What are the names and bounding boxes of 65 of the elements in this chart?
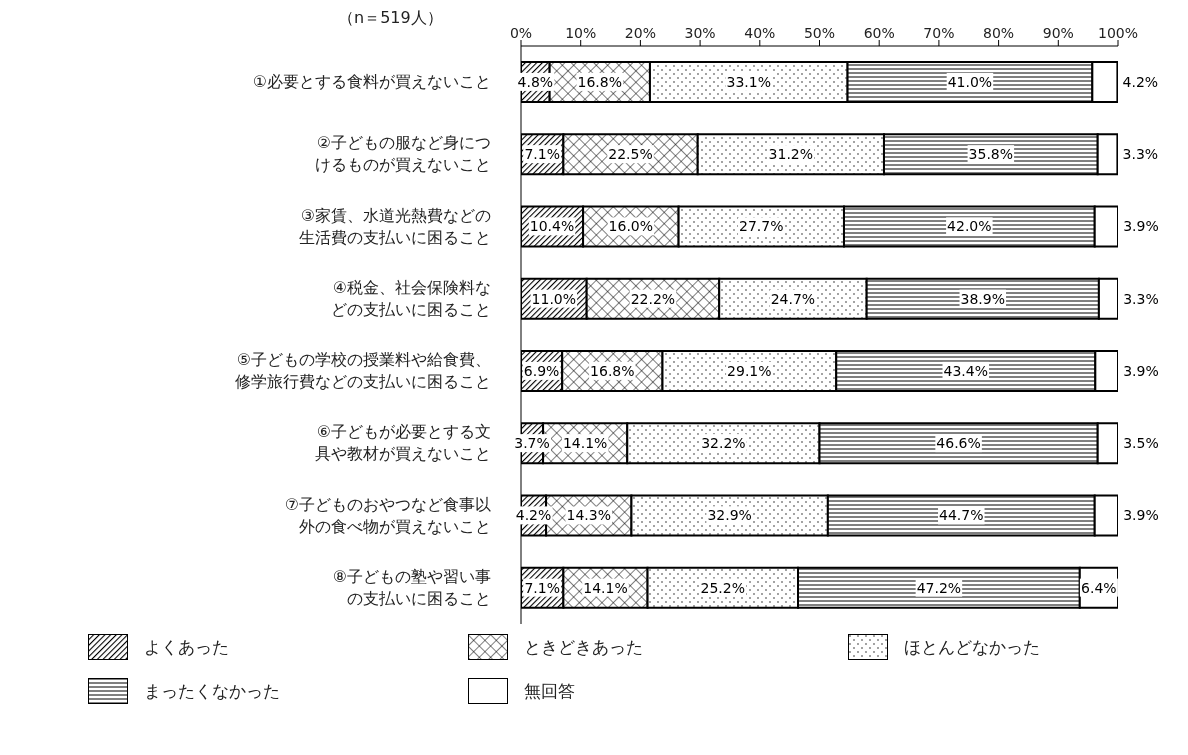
x-tick-label: 60% — [863, 25, 895, 41]
data-label: 10.4% — [529, 218, 575, 235]
data-label: 11.0% — [531, 290, 577, 307]
data-label: 47.2% — [916, 579, 962, 596]
data-label: 7.1% — [524, 579, 560, 596]
x-tick-label: 0% — [509, 25, 533, 41]
legend-label: まったくなかった — [144, 679, 280, 703]
data-label: 3.9% — [1123, 218, 1159, 235]
y-tick-label: ④税金、社会保険料などの支払いに困ること — [331, 277, 491, 319]
x-tick-label: 100% — [1097, 25, 1139, 41]
data-label: 22.2% — [630, 290, 676, 307]
data-label: 38.9% — [960, 290, 1006, 307]
data-label: 14.1% — [562, 435, 608, 452]
data-label: 33.1% — [726, 73, 771, 90]
data-label: 14.1% — [583, 579, 628, 596]
legend-label: よくあった — [144, 635, 229, 659]
data-label: 44.7% — [939, 507, 984, 524]
data-label: 46.6% — [936, 435, 981, 452]
y-tick-label: ②子どもの服など身につけるものが買えないこと — [315, 133, 491, 175]
data-label: 3.3% — [1123, 290, 1159, 307]
data-label: 16.8% — [577, 73, 623, 90]
data-label: 16.8% — [590, 362, 635, 379]
y-tick-label: ⑦子どものおやつなど食事以外の食べ物が買えないこと — [284, 494, 491, 536]
legend-label: 無回答 — [524, 679, 575, 703]
x-tick-label: 20% — [624, 25, 656, 41]
data-label: 24.7% — [770, 290, 816, 307]
x-tick-label: 90% — [1042, 25, 1074, 41]
data-label: 6.9% — [523, 362, 560, 379]
data-label: 7.1% — [524, 146, 560, 163]
data-label: 27.7% — [739, 218, 784, 235]
data-label: 3.3% — [1122, 146, 1159, 163]
y-tick-label: ⑧子どもの塾や習い事の支払いに困ること — [332, 566, 491, 608]
data-label: 14.3% — [566, 507, 611, 524]
data-label: 42.0% — [947, 218, 992, 235]
data-label: 31.2% — [768, 146, 814, 163]
data-label: 4.2% — [1122, 73, 1159, 90]
data-label: 6.4% — [1081, 579, 1117, 596]
data-label: 32.2% — [701, 435, 746, 452]
data-label: 3.5% — [1123, 435, 1159, 452]
y-tick-label: ⑥子どもが必要とする文具や教材が買えないこと — [315, 422, 491, 464]
y-tick-label: ③家賃、水道光熱費などの生活費の支払いに困ること — [299, 205, 491, 247]
x-tick-label: 50% — [803, 25, 836, 41]
data-label: 43.4% — [943, 362, 989, 379]
x-tick-label: 40% — [744, 25, 776, 41]
data-label: 41.0% — [947, 73, 993, 90]
y-tick-label: ①必要とする食料が買えないこと — [252, 72, 491, 92]
data-label: 25.2% — [700, 579, 746, 596]
x-tick-label: 30% — [684, 25, 716, 41]
data-label: 35.8% — [968, 146, 1014, 163]
text: （n＝519人） — [338, 8, 443, 29]
data-label: 22.5% — [608, 146, 653, 163]
x-tick-label: 80% — [983, 25, 1015, 41]
data-label: 4.2% — [515, 507, 552, 524]
data-label: 3.7% — [514, 435, 550, 452]
x-tick-label: 70% — [923, 25, 955, 41]
y-tick-label: ⑤子どもの学校の授業料や給食費、修学旅行費などの支払いに困ること — [235, 350, 491, 392]
x-tick-label: 10% — [565, 25, 597, 41]
data-label: 32.9% — [707, 507, 752, 524]
data-label: 16.0% — [608, 218, 654, 235]
data-label: 29.1% — [727, 362, 772, 379]
legend-label: ときどきあった — [524, 635, 643, 659]
legend-label: ほとんどなかった — [904, 635, 1040, 659]
data-label: 3.9% — [1123, 507, 1159, 524]
data-label: 3.9% — [1123, 362, 1159, 379]
data-label: 4.8% — [517, 73, 554, 90]
